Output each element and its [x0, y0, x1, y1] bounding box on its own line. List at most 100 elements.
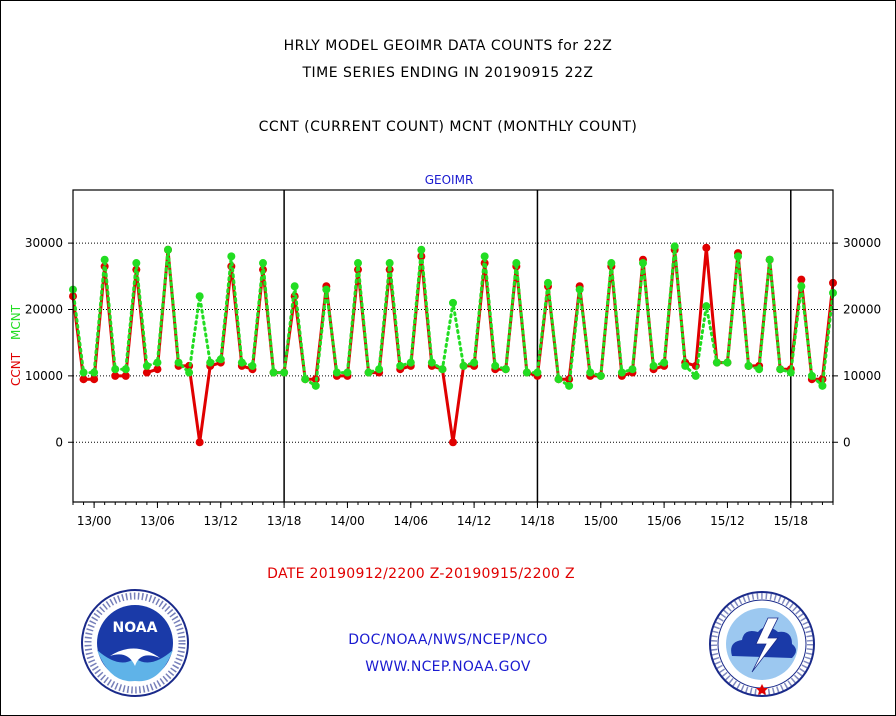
geoimr-chart: GEOIMR 0 0 10000 10000 20000 20000 30000 30000 1… — [9, 173, 881, 528]
nws-logo — [709, 591, 815, 697]
point-mcnt — [90, 368, 99, 377]
point-mcnt — [79, 368, 88, 377]
point-mcnt — [216, 355, 225, 364]
point-mcnt — [259, 259, 267, 268]
point-mcnt — [660, 358, 669, 367]
x-tick-label: 15/18 — [773, 514, 808, 528]
point-mcnt — [712, 358, 721, 367]
point-mcnt — [438, 365, 447, 374]
point-mcnt — [533, 368, 542, 377]
point-mcnt — [501, 365, 510, 374]
point-ccnt — [702, 243, 711, 252]
point-ccnt — [142, 368, 151, 377]
point-mcnt — [343, 368, 352, 377]
point-ccnt — [90, 375, 99, 384]
point-mcnt — [142, 361, 151, 370]
ylabel-ccnt: CCNT — [9, 352, 23, 386]
point-mcnt — [185, 368, 194, 377]
point-ccnt — [79, 375, 88, 384]
point-mcnt — [396, 361, 405, 370]
point-mcnt — [522, 368, 531, 377]
point-mcnt — [470, 358, 479, 367]
org-path-label: DOC/NOAA/NWS/NCEP/NCO — [348, 632, 548, 648]
x-tick-label: 15/12 — [710, 514, 745, 528]
point-ccnt — [121, 371, 130, 380]
y-tick-label-right: 30000 — [843, 236, 881, 250]
point-mcnt — [491, 361, 500, 370]
point-mcnt — [554, 375, 563, 384]
point-mcnt — [375, 365, 384, 374]
point-mcnt — [100, 255, 109, 264]
panel-title: GEOIMR — [425, 173, 474, 187]
x-tick-label: 13/06 — [140, 514, 175, 528]
point-mcnt — [174, 358, 183, 367]
point-ccnt — [195, 438, 204, 447]
point-mcnt — [206, 358, 215, 367]
point-mcnt — [269, 368, 278, 377]
point-mcnt — [744, 361, 753, 370]
point-mcnt — [765, 255, 774, 264]
chart-title-line2: TIME SERIES ENDING IN 20190915 22Z — [302, 65, 594, 81]
noaa-logo-text: NOAA — [113, 620, 158, 636]
y-tick-label-right: 10000 — [843, 369, 881, 383]
point-mcnt — [512, 259, 521, 268]
point-mcnt — [121, 365, 130, 374]
x-tick-label: 15/06 — [647, 514, 682, 528]
point-mcnt — [237, 358, 246, 367]
point-mcnt — [734, 252, 742, 261]
point-mcnt — [427, 358, 436, 367]
date-range-label: DATE 20190912/2200 Z-20190915/2200 Z — [267, 566, 575, 582]
point-mcnt — [607, 259, 616, 268]
point-mcnt — [723, 358, 732, 367]
ylabel-mcnt: MCNT — [9, 304, 23, 340]
point-mcnt — [248, 361, 257, 370]
x-tick-label: 14/12 — [457, 514, 492, 528]
x-tick-label: 13/12 — [203, 514, 238, 528]
point-mcnt — [575, 285, 584, 294]
y-tick-label-right: 20000 — [843, 302, 881, 316]
point-mcnt — [565, 381, 574, 390]
point-mcnt — [153, 358, 162, 367]
y-tick-label-right: 0 — [843, 435, 851, 449]
point-mcnt — [280, 368, 289, 377]
x-tick-label: 13/00 — [77, 514, 112, 528]
point-mcnt — [818, 381, 827, 390]
x-tick-label: 15/00 — [583, 514, 618, 528]
point-mcnt — [776, 365, 785, 374]
point-mcnt — [480, 252, 489, 261]
point-mcnt — [670, 242, 679, 251]
point-mcnt — [459, 361, 468, 370]
point-mcnt — [544, 278, 552, 287]
x-tick-label: 13/18 — [267, 514, 302, 528]
point-mcnt — [449, 298, 457, 307]
x-tick-label: 14/06 — [393, 514, 428, 528]
point-mcnt — [385, 259, 394, 268]
point-mcnt — [586, 368, 595, 377]
point-mcnt — [354, 259, 362, 268]
point-mcnt — [417, 245, 426, 254]
point-mcnt — [195, 292, 204, 301]
y-tick-label-left: 0 — [55, 435, 63, 449]
point-mcnt — [132, 259, 141, 268]
x-tick-label: 14/18 — [520, 514, 555, 528]
point-mcnt — [311, 381, 320, 390]
series-line-ccnt — [71, 246, 835, 444]
point-mcnt — [702, 302, 711, 311]
point-mcnt — [227, 252, 236, 261]
point-mcnt — [596, 371, 605, 380]
y-tick-label-left: 30000 — [25, 236, 63, 250]
point-ccnt — [153, 365, 162, 374]
point-mcnt — [364, 368, 373, 377]
point-mcnt — [617, 368, 626, 377]
point-mcnt — [164, 245, 172, 254]
y-tick-label-left: 20000 — [25, 302, 63, 316]
point-mcnt — [322, 285, 331, 294]
plot-frame — [72, 189, 834, 503]
point-mcnt — [406, 358, 415, 367]
point-mcnt — [797, 282, 806, 291]
x-tick-label: 14/00 — [330, 514, 365, 528]
point-mcnt — [807, 371, 816, 380]
y-tick-label-left: 10000 — [25, 369, 63, 383]
chart-title-line1: HRLY MODEL GEOIMR DATA COUNTS for 22Z — [283, 38, 613, 54]
point-mcnt — [649, 361, 658, 370]
